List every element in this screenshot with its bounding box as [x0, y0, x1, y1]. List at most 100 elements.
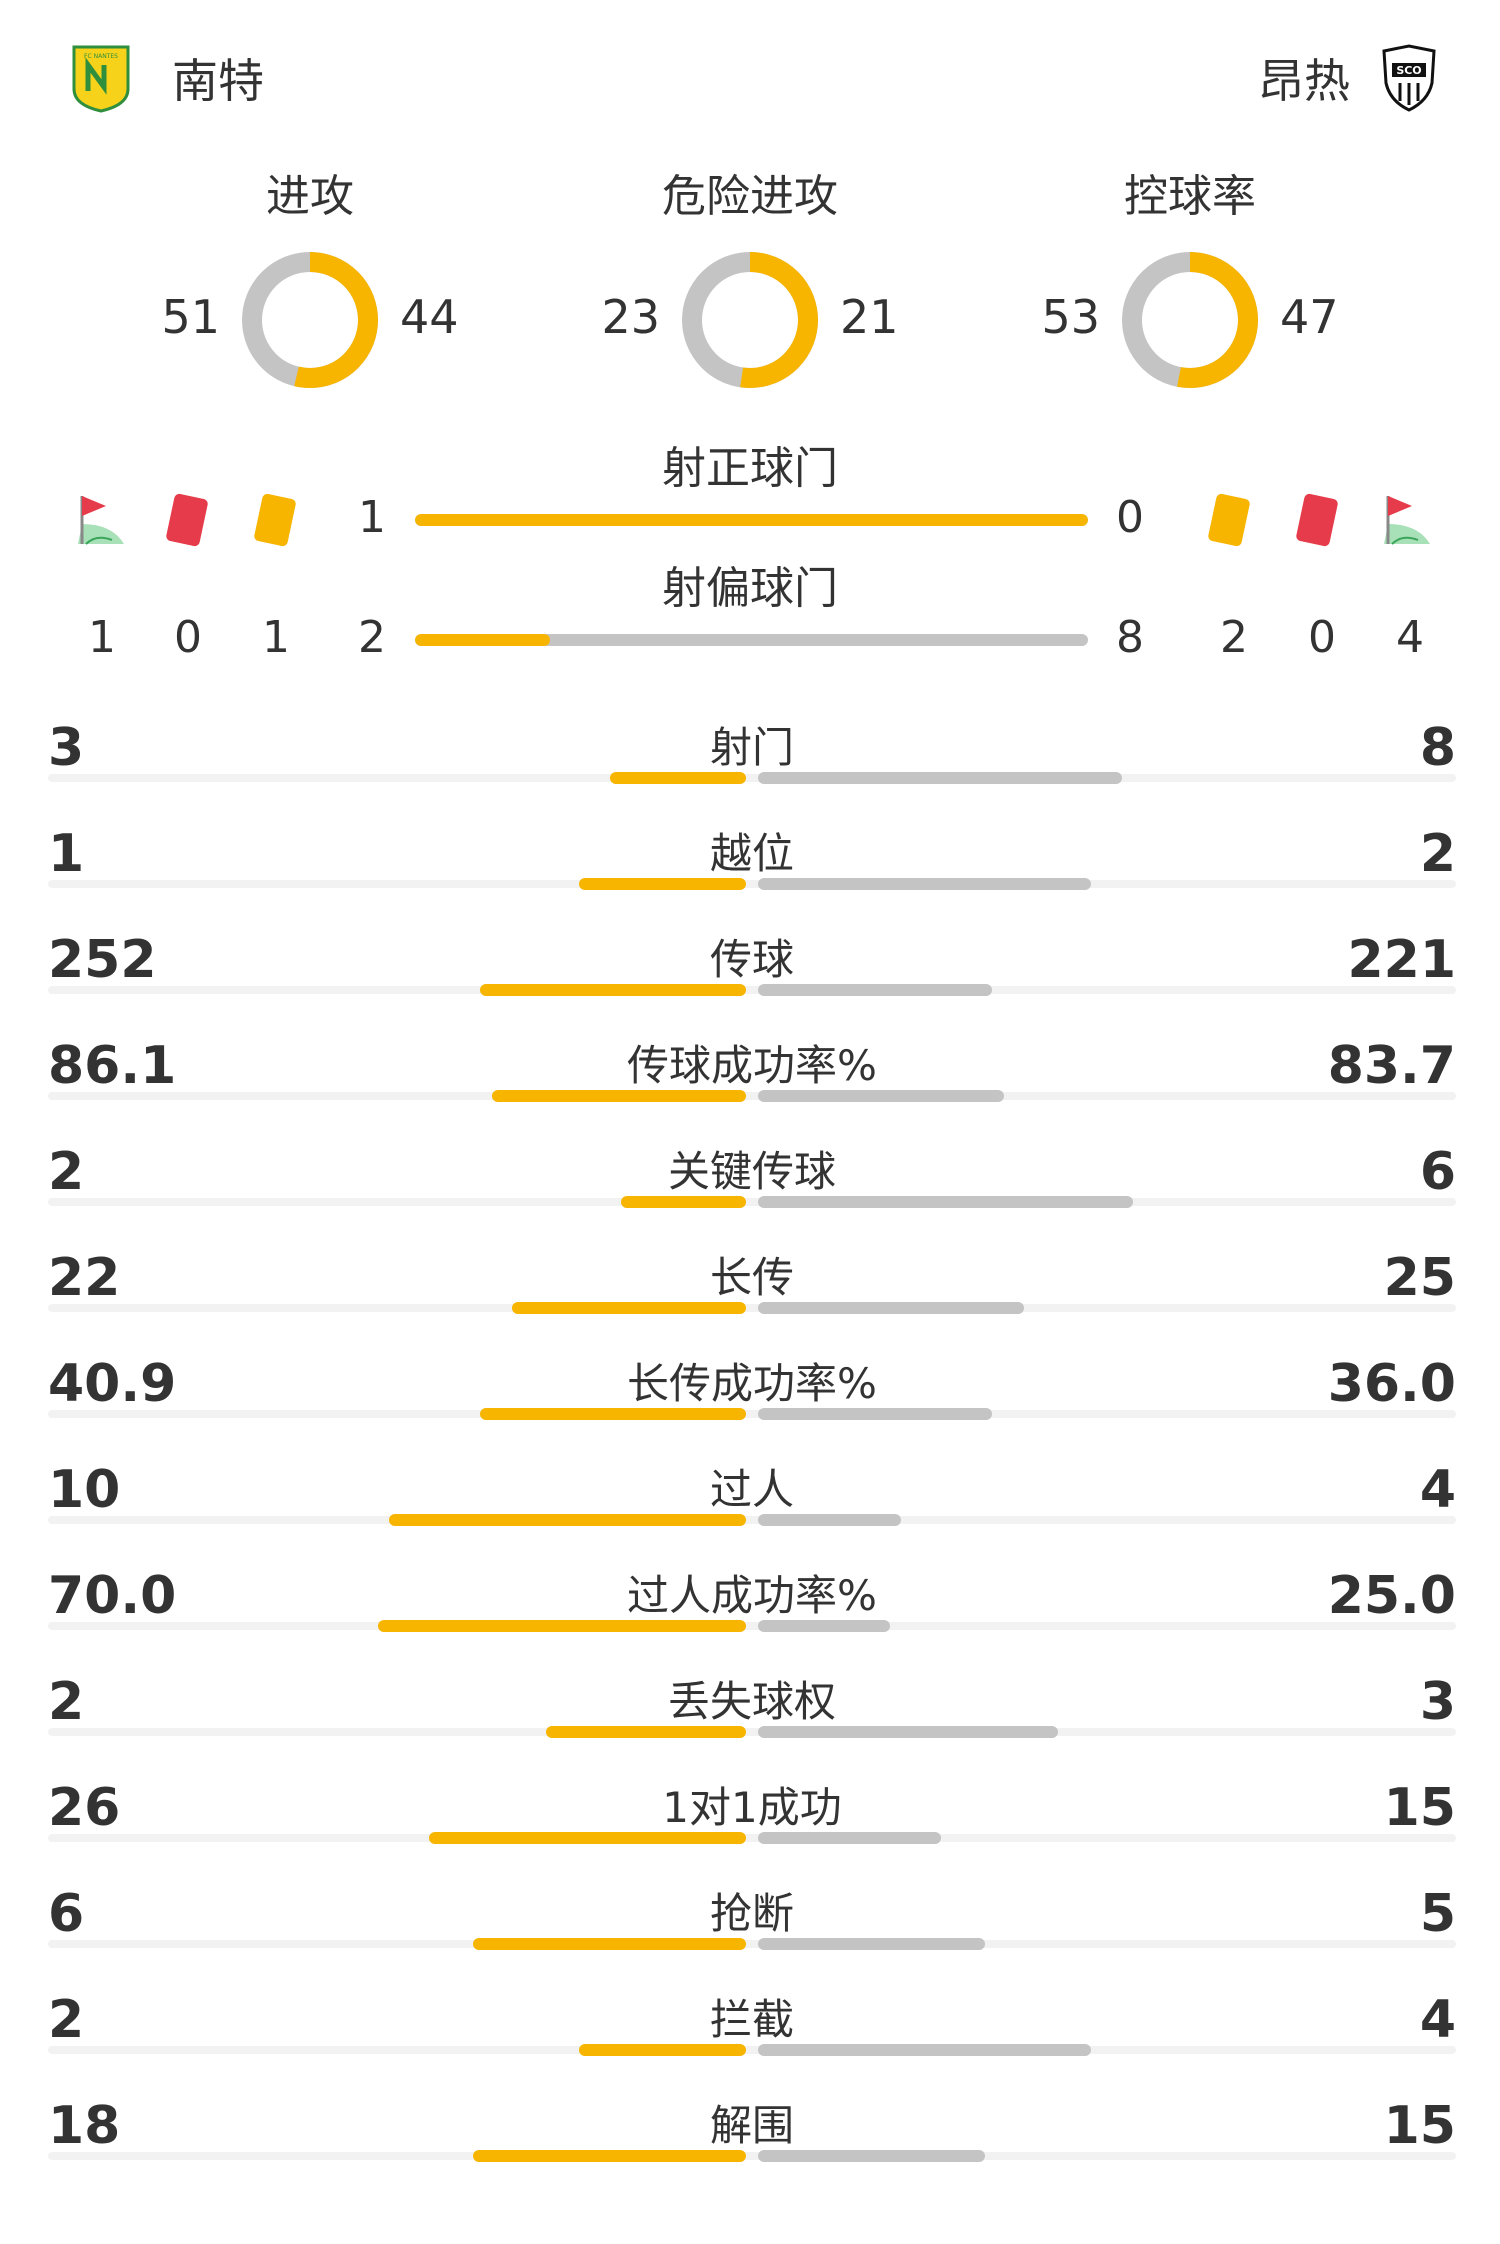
stat-home-value: 40.9: [48, 1354, 177, 1414]
away-logo-text: SCO: [1396, 64, 1421, 77]
stat-row: 70.0 过人成功率% 25.0: [48, 1550, 1456, 1656]
stat-row: 10 过人 4: [48, 1444, 1456, 1550]
stat-label: 长传: [709, 1253, 794, 1302]
donut-ring: [682, 252, 818, 388]
stat-home-bar: [621, 1196, 746, 1208]
row-track: [48, 1410, 1456, 1418]
donut-title: 控球率: [1124, 171, 1256, 222]
stat-label: 传球成功率%: [627, 1041, 877, 1090]
stat-away-value: 36.0: [1327, 1354, 1456, 1414]
donut-title: 危险进攻: [662, 171, 838, 222]
stat-label: 过人: [709, 1465, 794, 1514]
row-track: [48, 1940, 1456, 1948]
donut-away-value: 47: [1280, 290, 1339, 344]
donut-attack: 进攻 51 44: [130, 160, 490, 410]
stat-away-bar: [758, 1090, 1005, 1102]
away-team[interactable]: 昂热 SCO: [1258, 40, 1440, 116]
row-track: [48, 774, 1456, 782]
stat-row: 40.9 长传成功率% 36.0: [48, 1338, 1456, 1444]
stat-away-bar: [758, 1726, 1058, 1738]
stat-home-value: 70.0: [48, 1566, 177, 1626]
stat-away-value: 15: [1383, 1778, 1456, 1838]
row-track: [48, 1304, 1456, 1312]
stat-away-bar: [758, 1938, 986, 1950]
away-yellow-count: 2: [1220, 612, 1248, 663]
shots-off-title: 射偏球门: [662, 563, 838, 614]
shots-off-bar-fill: [415, 634, 550, 646]
stat-row: 1 越位 2: [48, 808, 1456, 914]
stat-away-bar: [758, 2150, 986, 2162]
stat-home-value: 18: [48, 2096, 121, 2156]
row-track: [48, 1516, 1456, 1524]
corner-flag-icon: [1384, 496, 1430, 545]
stat-row: 18 解围 15: [48, 2080, 1456, 2186]
stat-home-bar: [579, 2044, 746, 2056]
stat-label: 1对1成功: [662, 1783, 842, 1832]
stat-home-bar: [473, 2150, 746, 2162]
stat-home-bar: [511, 1302, 746, 1314]
row-track: [48, 1834, 1456, 1842]
stat-home-value: 10: [48, 1460, 121, 1520]
stat-row: 2 丢失球权 3: [48, 1656, 1456, 1762]
stat-home-value: 2: [48, 1672, 85, 1732]
home-team[interactable]: FC NANTES 南特: [70, 40, 264, 116]
stat-label: 抢断: [709, 1889, 794, 1938]
stat-row: 86.1 传球成功率% 83.7: [48, 1020, 1456, 1126]
home-corners-count: 1: [88, 612, 116, 663]
stat-away-bar: [758, 2044, 1092, 2056]
shots-on-away: 0: [1116, 492, 1144, 543]
shots-on-home: 1: [358, 492, 386, 543]
stat-label: 拦截: [709, 1995, 794, 2044]
row-track: [48, 986, 1456, 994]
stat-label: 传球: [709, 935, 794, 984]
stat-home-value: 2: [48, 1142, 85, 1202]
stat-home-value: 86.1: [48, 1036, 177, 1096]
stat-row: 6 抢断 5: [48, 1868, 1456, 1974]
away-team-name: 昂热: [1258, 54, 1350, 108]
stat-home-bar: [579, 878, 746, 890]
stat-away-value: 5: [1419, 1884, 1456, 1944]
stat-home-value: 22: [48, 1248, 121, 1308]
stat-home-value: 26: [48, 1778, 121, 1838]
stat-home-value: 3: [48, 718, 85, 778]
stat-away-bar: [758, 1302, 1024, 1314]
shots-on-title: 射正球门: [662, 443, 838, 494]
stat-away-value: 2: [1419, 824, 1456, 884]
stat-row: 3 射门 8: [48, 702, 1456, 808]
stat-away-bar: [758, 1196, 1133, 1208]
stat-home-bar: [388, 1514, 746, 1526]
shots-on-bar: [415, 514, 1088, 526]
row-track: [48, 1198, 1456, 1206]
corner-flag-icon: [78, 496, 124, 545]
stat-away-value: 4: [1419, 1460, 1456, 1520]
away-corners-count: 4: [1396, 612, 1424, 663]
row-track: [48, 1728, 1456, 1736]
stat-label: 关键传球: [667, 1147, 836, 1196]
away-red-count: 0: [1308, 612, 1336, 663]
shots-off-home: 2: [358, 612, 386, 663]
stat-home-bar: [377, 1620, 746, 1632]
stat-home-value: 2: [48, 1990, 85, 2050]
yellow-card-icon: [254, 493, 296, 547]
home-red-count: 0: [174, 612, 202, 663]
stat-row: 252 传球 221: [48, 914, 1456, 1020]
stat-away-value: 6: [1419, 1142, 1456, 1202]
row-track: [48, 880, 1456, 888]
stat-row: 2 拦截 4: [48, 1974, 1456, 2080]
stat-label: 过人成功率%: [627, 1571, 877, 1620]
row-track: [48, 1622, 1456, 1630]
donut-away-value: 44: [400, 290, 459, 344]
stat-away-value: 15: [1383, 2096, 1456, 2156]
home-team-name: 南特: [172, 54, 264, 108]
shots-on-bar-fill: [415, 514, 1088, 526]
stat-away-value: 25.0: [1327, 1566, 1456, 1626]
stat-away-value: 25: [1383, 1248, 1456, 1308]
stat-home-bar: [480, 1408, 746, 1420]
donut-possession: 控球率 53 47: [1010, 160, 1370, 410]
stat-home-bar: [479, 984, 746, 996]
row-track: [48, 2046, 1456, 2054]
stat-away-value: 8: [1419, 718, 1456, 778]
shots-off-away: 8: [1116, 612, 1144, 663]
stat-label: 越位: [709, 829, 794, 878]
away-team-logo-icon: SCO: [1382, 44, 1436, 112]
